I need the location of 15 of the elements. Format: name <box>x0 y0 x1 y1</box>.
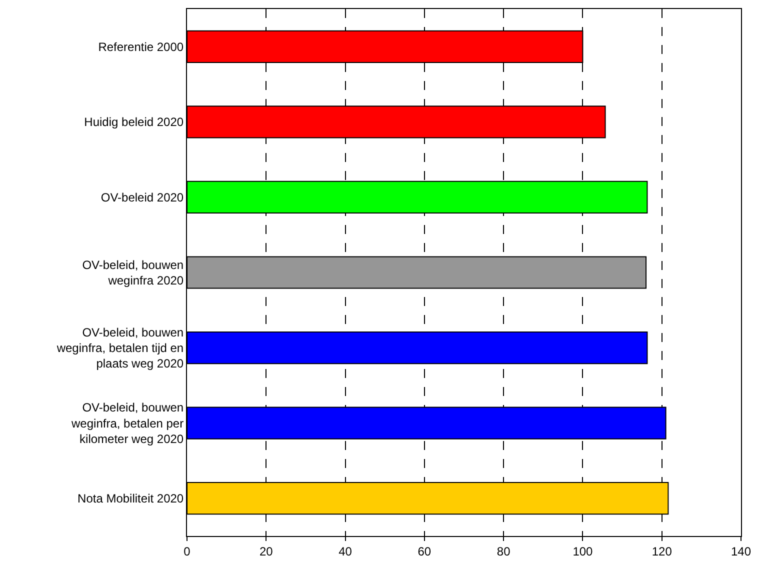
x-tick-label: 40 <box>338 544 352 558</box>
x-tick-label: 80 <box>496 544 511 558</box>
y-tick-label: Referentie 2000 <box>98 40 184 54</box>
y-tick-label: OV-beleid, bouwen weginfra, betalen tijd en plaats weg 2020 <box>56 325 184 371</box>
x-tick-label: 0 <box>184 544 191 558</box>
x-tick-label: 60 <box>418 544 432 558</box>
x-tick-label: 20 <box>259 544 274 558</box>
y-tick-label: Nota Mobiliteit 2020 <box>78 492 184 506</box>
y-tick-label: OV-beleid, bouwen weginfra, betalen per kilometer weg 2020 <box>70 400 184 446</box>
x-tick-label: 120 <box>652 544 672 558</box>
y-tick-label: Huidig beleid 2020 <box>84 115 184 130</box>
y-tick-label: OV-beleid 2020 <box>100 190 184 204</box>
y-tick-label: OV-beleid, bouwen weginfra 2020 <box>82 258 184 288</box>
x-tick-label: 140 <box>730 544 752 558</box>
x-tick-label: 100 <box>572 544 594 558</box>
